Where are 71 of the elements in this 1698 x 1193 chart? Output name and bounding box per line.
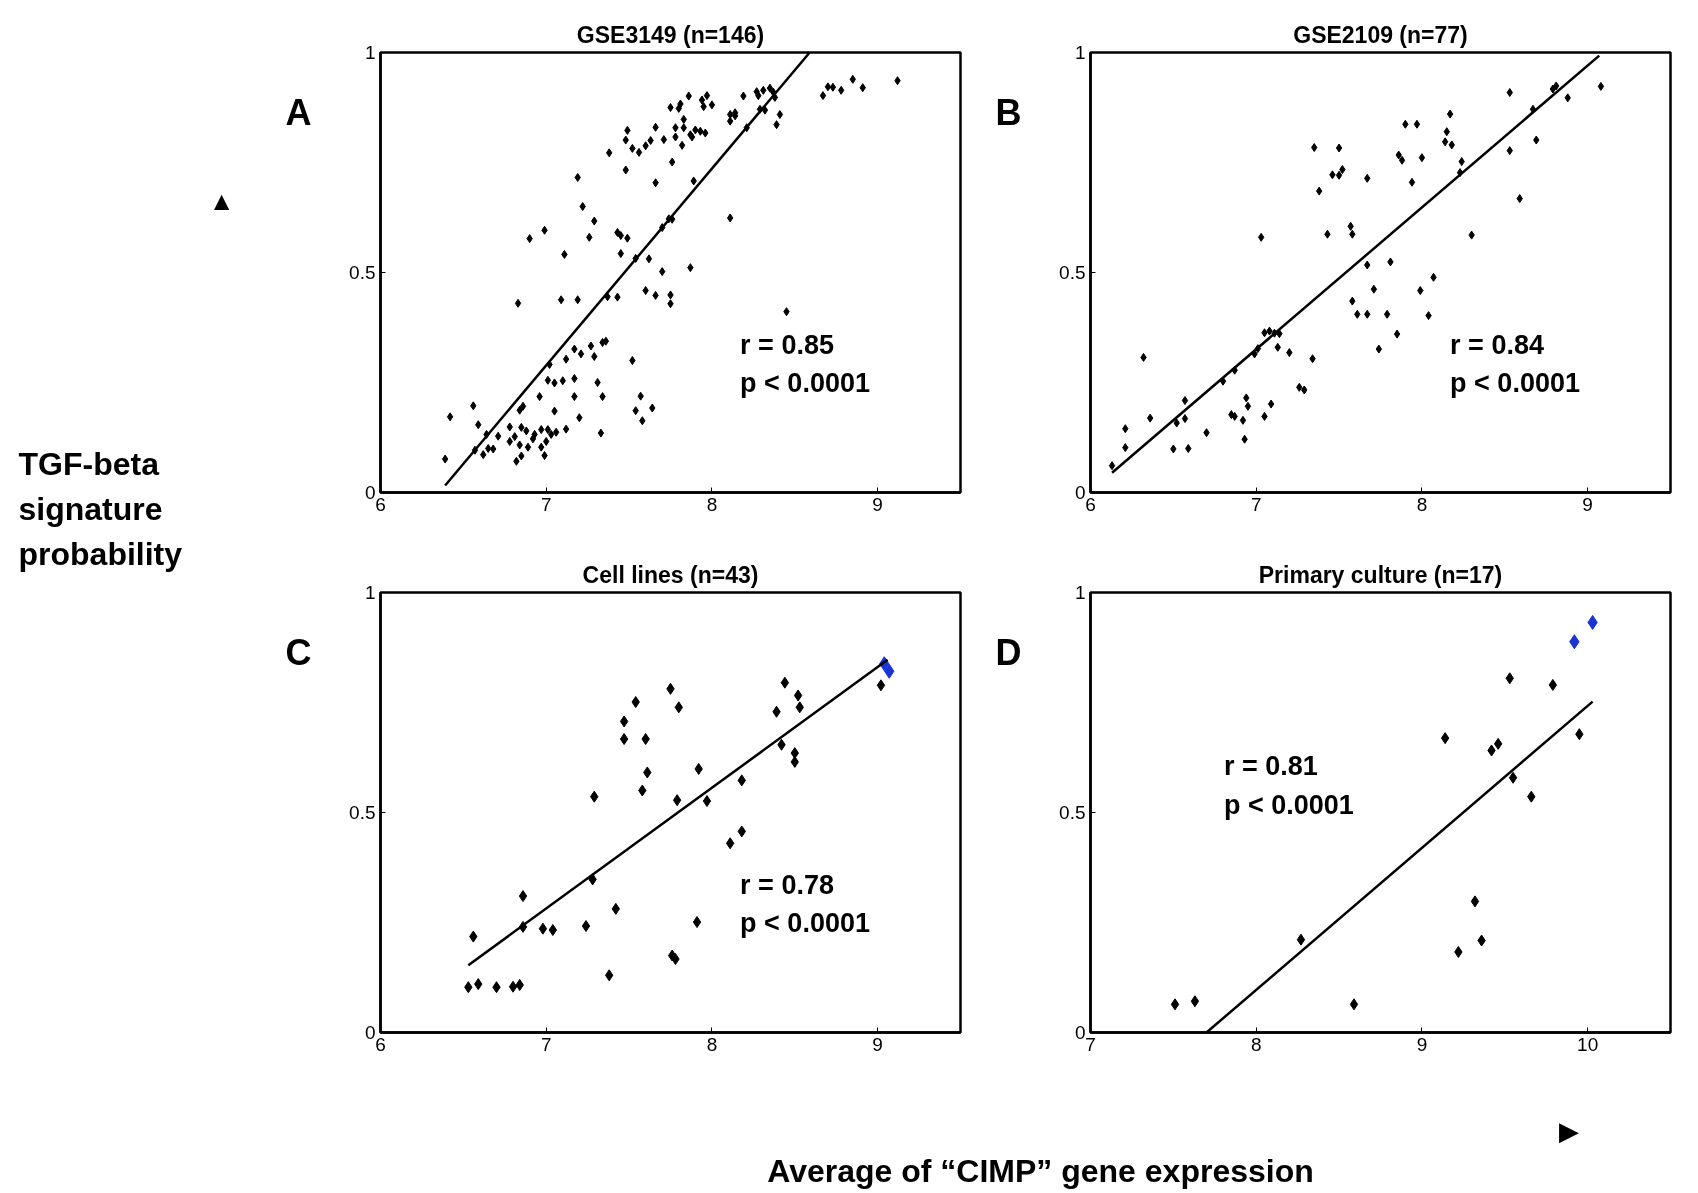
annotation: r = 0.85: [740, 329, 834, 360]
annotation: p < 0.0001: [740, 908, 870, 939]
y-tick-label: 0: [364, 482, 376, 503]
y-tick-label: 0: [1074, 482, 1086, 503]
point: [780, 676, 790, 689]
x-tick-label: 7: [1085, 1033, 1096, 1055]
chart-title: Cell lines (n=43): [582, 561, 759, 588]
point: [1493, 737, 1503, 750]
point: [581, 920, 591, 933]
point: [1190, 995, 1200, 1008]
y-tick-label: 1: [1074, 42, 1086, 63]
point: [692, 916, 702, 929]
point: [1470, 895, 1480, 908]
x-tick-label: 6: [375, 493, 386, 515]
text: ▲: [208, 185, 235, 216]
y-tick-label: 0: [364, 1022, 376, 1043]
text: B: [995, 91, 1022, 133]
point: [619, 715, 629, 728]
y-tick-label: 0.5: [349, 802, 376, 823]
y-tick-label: 1: [364, 582, 376, 603]
point: [702, 795, 712, 808]
x-tick-label: 7: [540, 493, 552, 515]
text: A: [285, 91, 312, 133]
annotation: r = 0.78: [740, 869, 834, 900]
annotation: p < 0.0001: [740, 368, 870, 399]
x-tick-label: 7: [1250, 493, 1262, 515]
x-tick-label: 9: [1582, 493, 1593, 515]
annotation: p < 0.0001: [1223, 789, 1354, 820]
point: [672, 794, 682, 807]
point: [725, 837, 735, 850]
point: [876, 679, 886, 692]
y-axis-title: TGF-beta signature probability: [18, 445, 183, 572]
x-tick-label: 9: [872, 1033, 883, 1055]
x-tick-label: 8: [1416, 493, 1428, 515]
point: [1548, 678, 1558, 691]
text: C: [285, 631, 312, 673]
x-tick-label: 6: [375, 1033, 386, 1055]
text: D: [995, 631, 1022, 673]
x-tick-label: 8: [1250, 1033, 1262, 1055]
chart-title: GSE2109 (n=77): [1293, 21, 1468, 48]
chart-title: GSE3149 (n=146): [576, 21, 765, 48]
point: [1440, 732, 1450, 745]
point: [508, 980, 518, 993]
y-tick-label: 0.5: [349, 262, 376, 283]
y-tick-label: 0: [1074, 1022, 1086, 1043]
point: [518, 890, 528, 903]
x-tick-label: 8: [706, 493, 718, 515]
point: [793, 689, 803, 702]
point: [1508, 771, 1518, 784]
x-tick-label: 6: [1085, 493, 1096, 515]
annotation: r = 0.81: [1223, 750, 1318, 781]
x-tick-label: 9: [872, 493, 883, 515]
y-tick-label: 1: [364, 42, 376, 63]
x-tick-label: 10: [1577, 1033, 1599, 1055]
y-tick-label: 1: [1074, 582, 1086, 603]
x-tick-label: 9: [1416, 1033, 1428, 1055]
x-tick-label: 7: [540, 1033, 552, 1055]
x-axis-title: Average of “CIMP” gene expression: [767, 1152, 1314, 1189]
annotation: r = 0.84: [1450, 329, 1544, 360]
point: [1296, 933, 1306, 946]
y-tick-label: 0.5: [1059, 262, 1086, 283]
text: ▶: [1558, 1115, 1579, 1146]
annotation: p < 0.0001: [1450, 368, 1580, 399]
point: [548, 923, 558, 936]
point: [1170, 998, 1180, 1011]
y-tick-label: 0.5: [1059, 802, 1086, 823]
point: [619, 733, 629, 746]
point: [1349, 998, 1359, 1011]
point: [538, 922, 548, 935]
chart-title: Primary culture (n=17): [1258, 561, 1503, 588]
x-tick-label: 8: [706, 1033, 718, 1055]
